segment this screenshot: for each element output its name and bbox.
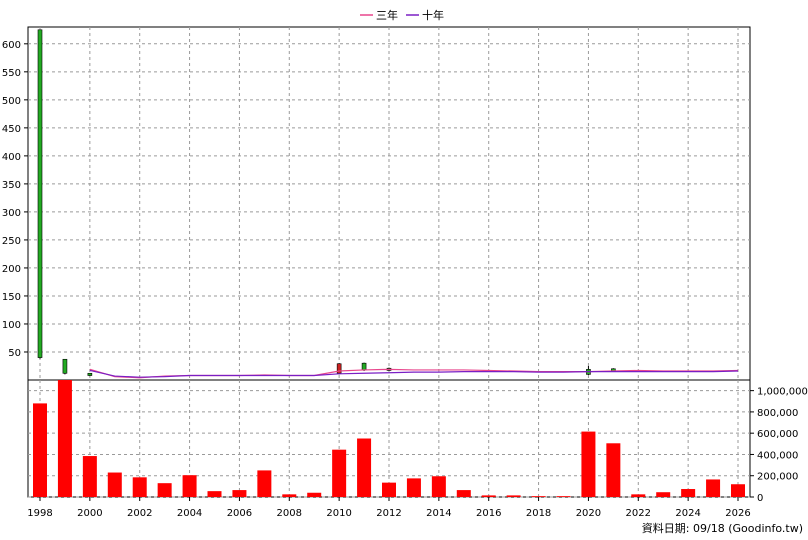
volume-bars	[33, 380, 745, 497]
volume-bar	[506, 495, 521, 497]
volume-bar	[681, 489, 696, 497]
series-line-ten-year	[89, 369, 739, 378]
volume-bar	[357, 438, 372, 497]
price-ytick-label: 450	[2, 124, 21, 135]
volume-ytick-label: 1,000,000	[757, 387, 808, 398]
candle-body	[87, 372, 93, 376]
price-ytick-label: 50	[8, 348, 21, 359]
volume-bar	[232, 490, 247, 497]
legend-label-three-year: 三年	[376, 8, 398, 22]
volume-bar	[132, 477, 147, 497]
volume-bar	[107, 472, 122, 497]
x-tick-label: 2018	[526, 508, 551, 519]
x-tick-label: 2000	[77, 508, 102, 519]
x-tick-label: 2016	[476, 508, 501, 519]
volume-bar	[631, 494, 646, 497]
volume-bar	[33, 403, 47, 497]
candle-body	[37, 29, 43, 358]
price-gridlines	[28, 27, 750, 380]
price-ytick-label: 300	[2, 208, 21, 219]
volume-bar	[157, 483, 172, 497]
volume-bar	[656, 492, 671, 497]
volume-ytick-label: 600,000	[757, 429, 798, 440]
footer-note: 資料日期: 09/18 (Goodinfo.tw)	[642, 521, 803, 535]
x-tick-label: 2020	[576, 508, 601, 519]
price-panel: 50 100 150 200 250 300 350 400 450 500 550 600	[2, 26, 751, 381]
volume-bar	[556, 496, 571, 497]
price-ytick-label: 100	[2, 320, 21, 331]
volume-y-axis: 0 200,000 400,000 600,000 800,000 1,000,000	[750, 387, 808, 504]
volume-bar	[731, 484, 745, 497]
candle-body	[361, 362, 367, 371]
volume-panel: 0 200,000 400,000 600,000 800,000 1,000,000	[27, 379, 808, 504]
volume-bar	[706, 479, 721, 497]
price-average-lines	[89, 368, 739, 379]
x-tick-label: 1998	[27, 508, 52, 519]
x-tick-label: 2024	[675, 508, 700, 519]
x-tick-label: 2004	[177, 508, 202, 519]
volume-bar	[581, 431, 596, 497]
series-line-three-year	[89, 368, 739, 379]
price-ytick-label: 250	[2, 236, 21, 247]
x-tick-label: 2022	[626, 508, 651, 519]
volume-ytick-label: 800,000	[757, 408, 798, 419]
volume-bar	[606, 443, 621, 497]
volume-bar	[207, 491, 222, 497]
price-ytick-label: 400	[2, 152, 21, 163]
volume-ytick-label: 400,000	[757, 450, 798, 461]
x-tick-label: 2012	[376, 508, 401, 519]
volume-bar	[531, 496, 546, 497]
volume-ytick-label: 0	[757, 493, 763, 504]
volume-bar	[82, 456, 97, 497]
volume-bar	[481, 495, 496, 497]
price-ytick-label: 600	[2, 40, 21, 51]
price-candles	[37, 29, 616, 377]
volume-bar	[257, 470, 272, 497]
legend-label-ten-year: 十年	[422, 8, 444, 22]
x-axis: 1998 2000 2002 2004 2006 2008 2010 2012 2014 2016…	[27, 497, 751, 519]
legend: 三年 十年	[360, 8, 444, 22]
volume-bar	[282, 494, 297, 497]
price-y-axis: 50 100 150 200 250 300 350 400 450 500 550 600	[2, 40, 28, 359]
x-tick-label: 2014	[426, 508, 451, 519]
volume-bar	[332, 449, 347, 497]
volume-ytick-label: 200,000	[757, 472, 798, 483]
volume-bar	[307, 492, 322, 497]
price-ytick-label: 500	[2, 96, 21, 107]
volume-bar	[382, 482, 396, 497]
volume-bar	[456, 490, 471, 497]
x-tick-label: 2002	[127, 508, 152, 519]
candle-body	[62, 358, 68, 374]
x-tick-label: 2010	[326, 508, 351, 519]
price-ytick-label: 200	[2, 264, 21, 275]
price-ytick-label: 350	[2, 180, 21, 191]
volume-bar	[182, 475, 197, 497]
volume-bar	[406, 478, 421, 497]
volume-bar	[431, 476, 446, 497]
x-tick-label: 2006	[227, 508, 252, 519]
price-ytick-label: 550	[2, 68, 21, 79]
x-tick-label: 2008	[277, 508, 302, 519]
price-ytick-label: 150	[2, 292, 21, 303]
x-tick-label: 2026	[725, 508, 750, 519]
volume-bar	[57, 380, 72, 497]
